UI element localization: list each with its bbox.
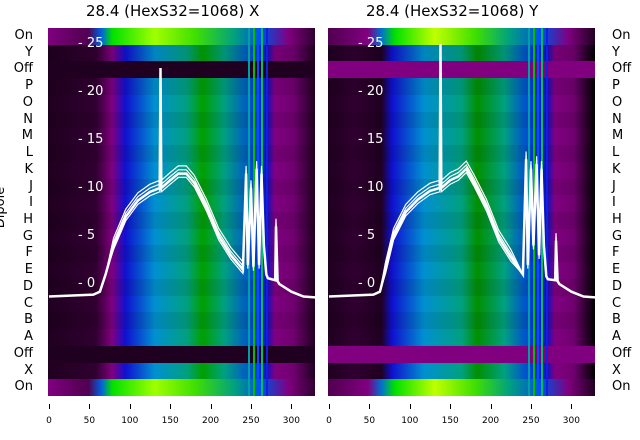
chart-title-x: 28.4 (HexS32=1068) X (86, 2, 260, 20)
row-label: On (612, 379, 631, 395)
x-tick-label: 200 (201, 416, 220, 426)
heatmap-streak (265, 28, 268, 396)
row-label: A (24, 329, 33, 345)
x-tick-label: 100 (121, 416, 139, 426)
row-label: Y (25, 44, 33, 60)
x-tick-mark (530, 404, 532, 409)
row-label: X (612, 362, 621, 378)
row-label: P (25, 78, 33, 94)
row-label: On (14, 379, 33, 395)
row-label: G (612, 228, 623, 244)
overlay-y-tick: - 10 (358, 180, 384, 195)
overlay-curve-group (48, 67, 315, 299)
overlay-y-tick: - 15 (78, 132, 104, 147)
row-label: Off (612, 61, 632, 77)
row-label: D (22, 278, 33, 294)
x-tick-label: 300 (282, 416, 300, 426)
row-label: D (612, 278, 623, 294)
heatmap-streak (545, 28, 548, 396)
chart-title-y: 28.4 (HexS32=1068) Y (366, 2, 539, 20)
overlay-y-tick: - 15 (358, 132, 384, 147)
row-label: F (25, 245, 33, 261)
x-tick-mark (89, 404, 91, 409)
row-label: P (612, 78, 620, 94)
row-label: O (22, 94, 33, 110)
overlay-y-tick: - 5 (78, 228, 96, 243)
overlay-y-tick: - 10 (78, 180, 104, 195)
row-label: Off (13, 345, 33, 361)
row-label: B (24, 312, 33, 328)
row-label: O (612, 94, 623, 110)
row-label: L (25, 145, 33, 161)
row-label: On (14, 28, 33, 43)
overlay-y-tick: - 20 (78, 84, 104, 99)
row-label: I (29, 195, 33, 211)
overlay-line (48, 67, 315, 298)
x-tick-mark (369, 404, 371, 409)
row-label: I (612, 195, 616, 211)
row-label: J (612, 178, 616, 194)
row-label: Y (612, 44, 620, 60)
x-tick-mark (49, 404, 50, 409)
row-label: B (612, 312, 621, 328)
row-label: C (612, 295, 622, 311)
row-label: X (24, 362, 33, 378)
row-label: N (23, 111, 33, 127)
x-tick-mark (450, 404, 452, 409)
x-tick-mark (291, 404, 293, 409)
x-tick-mark (210, 404, 212, 409)
x-tick-label: 50 (363, 416, 376, 426)
heatmap-x: - 0 - 5 - 10 - 15 - 20 - 25 (48, 28, 315, 396)
row-label: M (21, 128, 33, 144)
row-label: N (612, 111, 622, 127)
overlay-y-tick: - 0 (358, 276, 376, 291)
row-label: H (23, 212, 33, 227)
x-tick-mark (250, 404, 252, 409)
row-label: F (612, 245, 620, 261)
x-tick-mark (129, 404, 131, 409)
x-tick-mark (490, 404, 492, 409)
overlay-curve-group (328, 43, 595, 299)
x-tick-label: 0 (326, 416, 332, 426)
x-tick-label: 300 (562, 416, 580, 426)
row-label: J (29, 178, 33, 194)
row-label: C (23, 295, 33, 311)
row-label: A (612, 329, 621, 345)
row-label: H (612, 212, 622, 227)
overlay-line (328, 43, 595, 298)
x-tick-label: 250 (522, 416, 540, 426)
row-label: K (612, 161, 621, 177)
overlay-y-tick: - 0 (78, 276, 96, 291)
row-label: L (612, 145, 620, 161)
overlay-y-tick: - 5 (358, 228, 376, 243)
x-tick-mark (409, 404, 411, 409)
x-tick-label: 0 (46, 416, 52, 426)
x-tick-label: 100 (401, 416, 419, 426)
overlay-y-tick: - 20 (358, 84, 384, 99)
row-label: E (612, 262, 621, 278)
row-label: E (24, 262, 33, 278)
x-tick-label: 250 (242, 416, 260, 426)
heatmap-y: - 0 - 5 - 10 - 15 - 20 - 25 (328, 28, 595, 396)
x-tick-mark (170, 404, 172, 409)
x-tick-label: 50 (83, 416, 96, 426)
x-tick-mark (571, 404, 573, 409)
x-tick-label: 200 (481, 416, 500, 426)
row-label: On (612, 28, 631, 43)
x-tick-mark (329, 404, 330, 409)
x-tick-label: 150 (161, 416, 179, 426)
row-label: K (24, 161, 33, 177)
row-label: Off (13, 61, 33, 77)
row-label: Off (612, 345, 632, 361)
row-label: M (612, 128, 624, 144)
x-tick-label: 150 (441, 416, 459, 426)
overlay-y-tick: - 25 (358, 36, 384, 51)
row-label: G (22, 228, 33, 244)
overlay-y-tick: - 25 (78, 36, 104, 51)
